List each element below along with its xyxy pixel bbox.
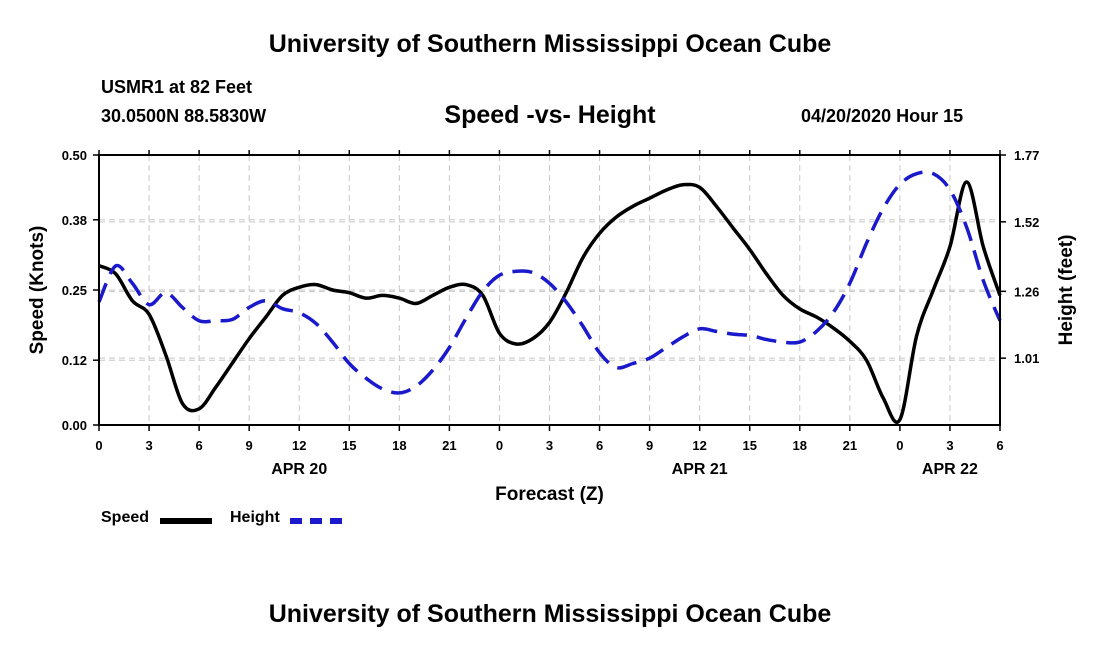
x-tick-label: 3 [546,438,553,453]
day-label: APR 20 [271,461,327,478]
x-tick-label: 15 [742,438,756,453]
x-tick-label: 21 [442,438,456,453]
speed-series-line [98,180,1002,424]
x-tick-label: 12 [292,438,306,453]
legend-height-label: Height [230,509,280,526]
y-tick-label: 0.00 [62,418,87,433]
height-series-line [97,170,1002,395]
coordinates-label: 30.0500N 88.5830W [101,106,267,126]
y2-tick-label: 1.52 [1014,215,1039,230]
x-tick-label: 6 [195,438,202,453]
y2-axis-title: Height (feet) [1056,235,1077,346]
x-tick-label: 3 [946,438,953,453]
x-tick-label: 12 [692,438,706,453]
y2-tick-label: 1.01 [1014,351,1039,366]
y-tick-label: 0.25 [62,283,87,298]
grid-lines [99,155,1000,425]
forecast-timestamp: 04/20/2020 Hour 15 [801,106,964,126]
series-lines [97,170,1002,424]
x-tick-label: 3 [145,438,152,453]
axis-ticks [93,150,1006,431]
y-axis-title: Speed (Knots) [27,226,48,355]
y-tick-label: 0.38 [62,213,87,228]
x-tick-label: 21 [843,438,857,453]
x-tick-label: 9 [246,438,253,453]
x-tick-label: 6 [596,438,603,453]
y-tick-label: 0.50 [62,148,87,163]
day-label: APR 21 [672,461,728,478]
y2-tick-label: 1.77 [1014,148,1039,163]
legend-speed-swatch [160,518,212,524]
x-tick-label: 9 [646,438,653,453]
x-axis-title: Forecast (Z) [495,484,604,505]
x-tick-label: 18 [392,438,406,453]
y-tick-label: 0.12 [62,353,87,368]
x-tick-label: 0 [896,438,903,453]
axis-labels: 0 3 6 9 12 15 18 21 0 3 6 9 12 15 18 21 0 3 6 0.00 0.12 0.25 0… [27,148,1077,505]
x-tick-label: 0 [95,438,102,453]
x-tick-label: 6 [996,438,1003,453]
day-label: APR 22 [922,461,978,478]
page-title: University of Southern Mississippi Ocean… [268,30,832,58]
y2-tick-label: 1.26 [1014,284,1039,299]
chart-title: Speed -vs- Height [444,101,656,129]
x-tick-label: 15 [342,438,356,453]
x-tick-label: 18 [793,438,807,453]
footer-title: University of Southern Mississippi Ocean… [268,600,832,628]
station-label: USMR1 at 82 Feet [101,77,253,97]
legend-height-swatch [290,518,342,524]
legend-speed-label: Speed [101,509,150,526]
x-tick-label: 0 [496,438,503,453]
